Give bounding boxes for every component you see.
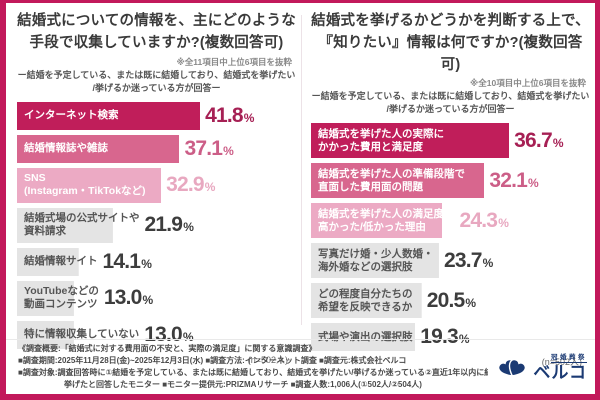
value-unit: % <box>141 256 152 271</box>
value-number: 37.1 <box>184 136 223 160</box>
bar-row: 結婚式を挙げた人の満足度が 高かった/低かった理由 24.3% <box>311 203 590 239</box>
bar-row: 結婚情報サイト 14.1% <box>17 247 296 276</box>
value-unit: % <box>183 220 194 235</box>
bar-value: 37.1% <box>184 137 233 161</box>
survey-overview: 《調査概要:「結婚式に対する費用面の不安と、実際の満足度」に関する意識調査》 ■… <box>18 343 488 391</box>
value-number: 32.9 <box>166 173 204 197</box>
value-unit: % <box>223 143 234 158</box>
value-unit: % <box>204 180 216 195</box>
bar-row: どの程度自分たちの 希望を反映できるか 20.5% <box>311 283 590 319</box>
survey-period-method-source: ■調査期間:2025年11月28日(金)~2025年12月3日(水) ■調査方法… <box>18 356 407 365</box>
value-number: 19.3 <box>420 325 458 349</box>
bar-value: 41.8% <box>205 104 254 128</box>
bar: 写真だけ婚・少人数婚・ 海外婚などの選択肢 <box>311 243 439 279</box>
logo-text: 冠婚葬祭 ベルコ <box>533 351 587 383</box>
bar-label: インターネット検索 <box>24 109 119 122</box>
value-number: 36.7 <box>514 128 552 152</box>
value-unit: % <box>142 293 154 308</box>
bar: 結婚式場の公式サイトや 資料請求 <box>17 207 140 243</box>
bar-label: 結婚式場の公式サイトや 資料請求 <box>24 212 140 238</box>
bar-value: 32.9% <box>166 173 215 197</box>
bar-label: 結婚情報誌や雑誌 <box>24 142 108 155</box>
bar: YouTubeなどの 動画コンテンツ <box>17 280 99 316</box>
value-number: 14.1 <box>102 249 141 273</box>
bar-row: 写真だけ婚・少人数婚・ 海外婚などの選択肢 23.7% <box>311 243 590 279</box>
bar-list: 結婚式を挙げた人の実際に かかった費用と満足度 36.7% 結婚式を挙げた人の準… <box>311 123 590 352</box>
bar: 結婚式を挙げた人の実際に かかった費用と満足度 <box>311 123 510 159</box>
value-unit: % <box>182 329 194 344</box>
bar-row: インターネット検索 41.8% <box>17 101 296 130</box>
bar-value: 32.1% <box>489 169 538 193</box>
value-unit: % <box>552 135 564 150</box>
bar: SNS (Instagram・TikTokなど) <box>17 167 162 203</box>
bar: 結婚式を挙げた人の満足度が 高かった/低かった理由 <box>311 203 455 239</box>
bar: 特に情報収集していない <box>17 320 140 349</box>
bar-value: 20.5% <box>427 289 476 313</box>
value-number: 20.5 <box>426 288 465 312</box>
value-unit: % <box>465 295 476 310</box>
chart-title: 結婚式についての情報を、主にどのような 手段で収集していますか?(複数回答可) <box>17 13 296 51</box>
bar-value: 24.3% <box>460 209 509 233</box>
value-number: 32.1 <box>489 168 528 192</box>
value-unit: % <box>528 175 539 190</box>
survey-overview-title: 《調査概要:「結婚式に対する費用面の不安と、実際の満足度」に関する意識調査》 <box>18 344 317 353</box>
bar-label: 結婚式を挙げた人の実際に かかった費用と満足度 <box>318 128 444 153</box>
chart-subtitle: ー結婚を予定している、または既に結婚しており、結婚式を挙げたい /挙げるか迷って… <box>311 91 590 115</box>
bar-label: 結婚情報サイト <box>24 255 98 268</box>
value-number: 13.0 <box>103 286 142 310</box>
chart-subtitle: ー結婚を予定している、または既に結婚しており、結婚式を挙げたい /挙げるか迷って… <box>17 69 296 93</box>
bar-label: YouTubeなどの 動画コンテンツ <box>24 285 99 311</box>
bar-row: 特に情報収集していない 13.0% <box>17 320 296 349</box>
chart-title: 結婚式を挙げるかどうかを判断する上で、 『知りたい』情報は何ですか?(複数回答可… <box>311 13 590 73</box>
value-unit: % <box>498 215 509 230</box>
bar-value: 36.7% <box>514 129 563 153</box>
chart-note: ※全11項目中上位6項目を抜粋 <box>176 56 292 67</box>
value-unit: % <box>482 255 494 270</box>
bar-value: 14.1% <box>103 250 152 274</box>
bar-label: 結婚式を挙げた人の準備段階で 直面した費用面の問題 <box>318 168 465 193</box>
panel-divider <box>301 15 302 325</box>
survey-target: ■調査対象:調査回答時に①結婚を予定している、または既に結婚しており、結婚式を挙… <box>18 368 489 377</box>
value-number: 41.8 <box>205 103 243 127</box>
bar: 結婚情報サイト <box>17 247 98 276</box>
bar-label: 特に情報収集していない <box>24 328 140 341</box>
charts-section: 結婚式についての情報を、主にどのような 手段で収集していますか?(複数回答可) … <box>6 3 595 367</box>
double-heart-icon <box>498 358 527 377</box>
bar-value: 21.9% <box>145 213 194 237</box>
bar-label: SNS (Instagram・TikTokなど) <box>24 172 146 198</box>
sample-size-label: (n=502人) <box>247 354 288 365</box>
bar-row: SNS (Instagram・TikTokなど) 32.9% <box>17 167 296 203</box>
survey-footer: 《調査概要:「結婚式に対する費用面の不安と、実際の満足度」に関する意識調査》 ■… <box>6 339 595 394</box>
bar-row: YouTubeなどの 動画コンテンツ 13.0% <box>17 280 296 316</box>
value-unit: % <box>243 110 255 125</box>
bar-value: 13.0% <box>104 286 153 310</box>
company-logo: 冠婚葬祭 ベルコ <box>494 351 589 383</box>
chart-panel-desired-information: 結婚式を挙げるかどうかを判断する上で、 『知りたい』情報は何ですか?(複数回答可… <box>302 3 595 367</box>
bar-row: 結婚式を挙げた人の準備段階で 直面した費用面の問題 32.1% <box>311 163 590 199</box>
survey-monitor-count: 挙げたと回答したモニター ■モニター提供元:PRIZMAリサーチ ■調査人数:1… <box>64 380 422 389</box>
bar-row: 結婚式を挙げた人の実際に かかった費用と満足度 36.7% <box>311 123 590 159</box>
bar-label: どの程度自分たちの 希望を反映できるか <box>318 288 413 313</box>
value-number: 23.7 <box>443 248 482 272</box>
bar: どの程度自分たちの 希望を反映できるか <box>311 283 422 319</box>
logo-tagline: 冠婚葬祭 <box>551 351 587 364</box>
value-number: 24.3 <box>459 208 498 232</box>
value-number: 21.9 <box>144 213 183 237</box>
bar-label: 写真だけ婚・少人数婚・ 海外婚などの選択肢 <box>318 248 434 273</box>
bar-list: インターネット検索 41.8% 結婚情報誌や雑誌 37.1% SNS (Inst… <box>17 101 296 349</box>
bar-row: 結婚情報誌や雑誌 37.1% <box>17 134 296 163</box>
logo-name: ベルコ <box>533 363 587 383</box>
chart-panel-information-sources: 結婚式についての情報を、主にどのような 手段で収集していますか?(複数回答可) … <box>6 3 301 365</box>
chart-note: ※全10項目中上位6項目を抜粋 <box>470 78 586 89</box>
bar-value: 23.7% <box>444 249 493 273</box>
bar-label: 結婚式を挙げた人の満足度が 高かった/低かった理由 <box>318 208 455 233</box>
bar: 結婚情報誌や雑誌 <box>17 134 180 163</box>
bar: インターネット検索 <box>17 101 201 130</box>
bar: 結婚式を挙げた人の準備段階で 直面した費用面の問題 <box>311 163 485 199</box>
bar-row: 結婚式場の公式サイトや 資料請求 21.9% <box>17 207 296 243</box>
